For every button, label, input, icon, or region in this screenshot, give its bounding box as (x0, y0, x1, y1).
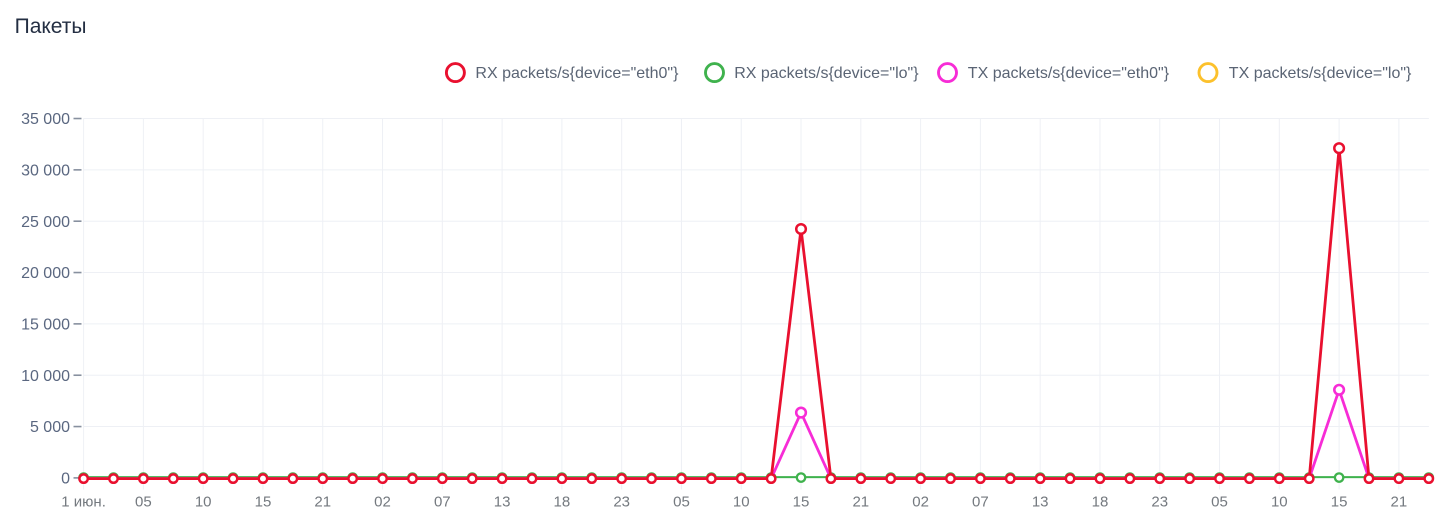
svg-text:15: 15 (1331, 494, 1348, 511)
svg-text:10: 10 (1271, 494, 1288, 511)
svg-text:02: 02 (912, 494, 929, 511)
svg-text:07: 07 (434, 494, 451, 511)
svg-text:0: 0 (61, 471, 70, 488)
svg-text:05: 05 (673, 494, 690, 511)
svg-text:13: 13 (1032, 494, 1049, 511)
svg-text:30 000: 30 000 (21, 162, 70, 179)
svg-text:18: 18 (554, 494, 571, 511)
svg-text:05: 05 (1211, 494, 1228, 511)
svg-text:10: 10 (733, 494, 750, 511)
svg-text:05: 05 (135, 494, 152, 511)
svg-text:20 000: 20 000 (21, 265, 70, 282)
svg-text:21: 21 (852, 494, 869, 511)
svg-text:23: 23 (1151, 494, 1168, 511)
svg-text:21: 21 (1391, 494, 1408, 511)
svg-text:07: 07 (972, 494, 989, 511)
svg-text:TX packets/s{device="lo"}: TX packets/s{device="lo"} (1229, 65, 1412, 82)
svg-text:23: 23 (613, 494, 630, 511)
svg-text:18: 18 (1092, 494, 1109, 511)
svg-text:13: 13 (494, 494, 511, 511)
svg-text:RX packets/s{device="eth0"}: RX packets/s{device="eth0"} (475, 65, 679, 82)
svg-text:25 000: 25 000 (21, 214, 70, 231)
svg-text:TX packets/s{device="eth0"}: TX packets/s{device="eth0"} (968, 65, 1170, 82)
svg-text:5 000: 5 000 (30, 419, 70, 436)
svg-text:10: 10 (195, 494, 212, 511)
svg-text:10 000: 10 000 (21, 368, 70, 385)
svg-text:21: 21 (314, 494, 331, 511)
svg-text:02: 02 (374, 494, 391, 511)
svg-text:Пакеты: Пакеты (15, 15, 87, 38)
svg-text:RX packets/s{device="lo"}: RX packets/s{device="lo"} (734, 65, 919, 82)
svg-text:1 июн.: 1 июн. (61, 494, 106, 511)
svg-text:35 000: 35 000 (21, 111, 70, 128)
svg-text:15 000: 15 000 (21, 316, 70, 333)
svg-text:15: 15 (793, 494, 810, 511)
svg-text:15: 15 (255, 494, 272, 511)
